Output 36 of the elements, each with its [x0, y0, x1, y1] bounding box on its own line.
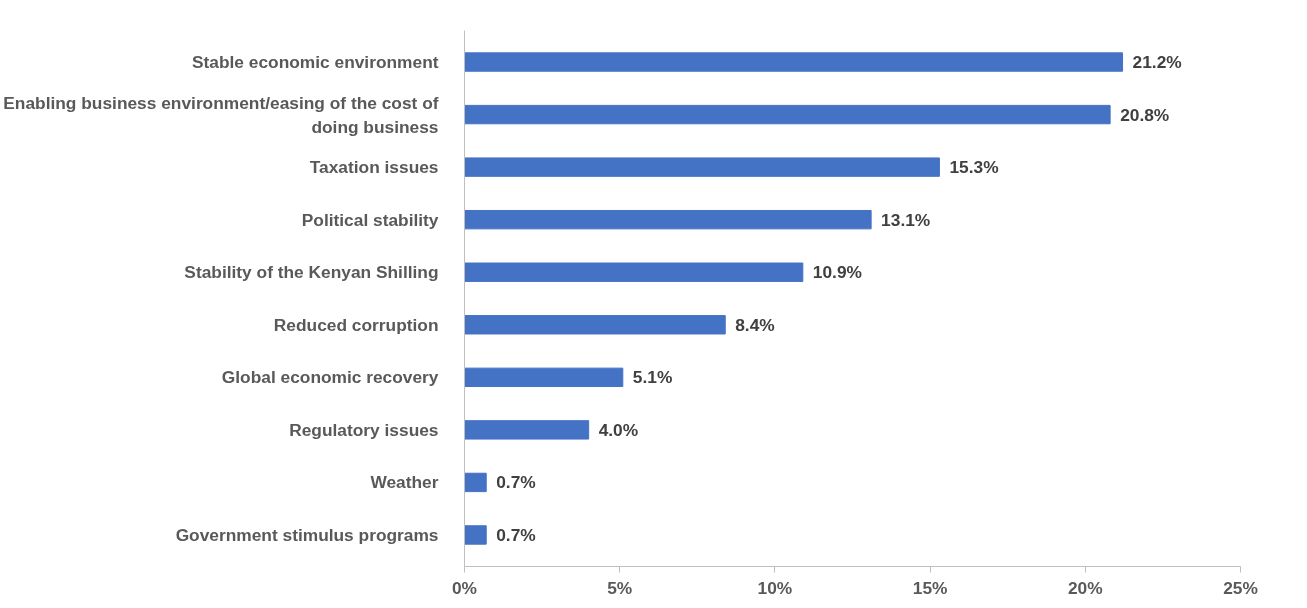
data-label: 13.1% — [881, 209, 931, 230]
x-tick-label: 15% — [912, 577, 948, 598]
data-label: 0.7% — [496, 472, 536, 493]
bar — [464, 315, 726, 335]
y-tick-label: Taxation issues — [309, 157, 439, 178]
y-tick-label: Weather — [370, 472, 439, 493]
data-label: 5.1% — [632, 367, 673, 388]
x-tick-label: 20% — [1067, 577, 1103, 598]
y-tick-label: Stability of the Kenyan Shilling — [184, 262, 439, 283]
data-label: 15.3% — [949, 157, 999, 178]
bar — [464, 209, 872, 230]
bar — [464, 420, 590, 440]
bar — [464, 262, 804, 282]
x-tick-label: 25% — [1223, 577, 1258, 598]
x-tick-label: 0% — [451, 577, 478, 598]
x-tick-label: 5% — [607, 577, 633, 598]
data-label: 21.2% — [1132, 52, 1182, 73]
y-tick-label: Political stability — [301, 209, 439, 230]
data-label: 20.8% — [1120, 104, 1170, 125]
y-tick-label: Regulatory issues — [289, 419, 439, 440]
bar — [464, 157, 940, 177]
data-label: 0.7% — [496, 524, 536, 545]
x-tick-label: 10% — [757, 577, 793, 598]
bar — [464, 367, 624, 388]
bar — [464, 525, 487, 545]
data-label: 4.0% — [598, 419, 639, 440]
data-label: 10.9% — [812, 262, 862, 283]
y-tick-label: Global economic recovery — [221, 367, 439, 388]
y-tick-label: Reduced corruption — [273, 314, 439, 335]
y-tick-label: Stable economic environment — [192, 52, 439, 73]
data-label: 8.4% — [735, 314, 775, 335]
bar — [464, 472, 487, 493]
y-tick-label: Government stimulus programs — [175, 524, 439, 545]
bar — [464, 104, 1111, 125]
y-tick-label: Enabling business environment/easing of the cost of doing business — [3, 92, 439, 137]
bar — [464, 52, 1124, 72]
